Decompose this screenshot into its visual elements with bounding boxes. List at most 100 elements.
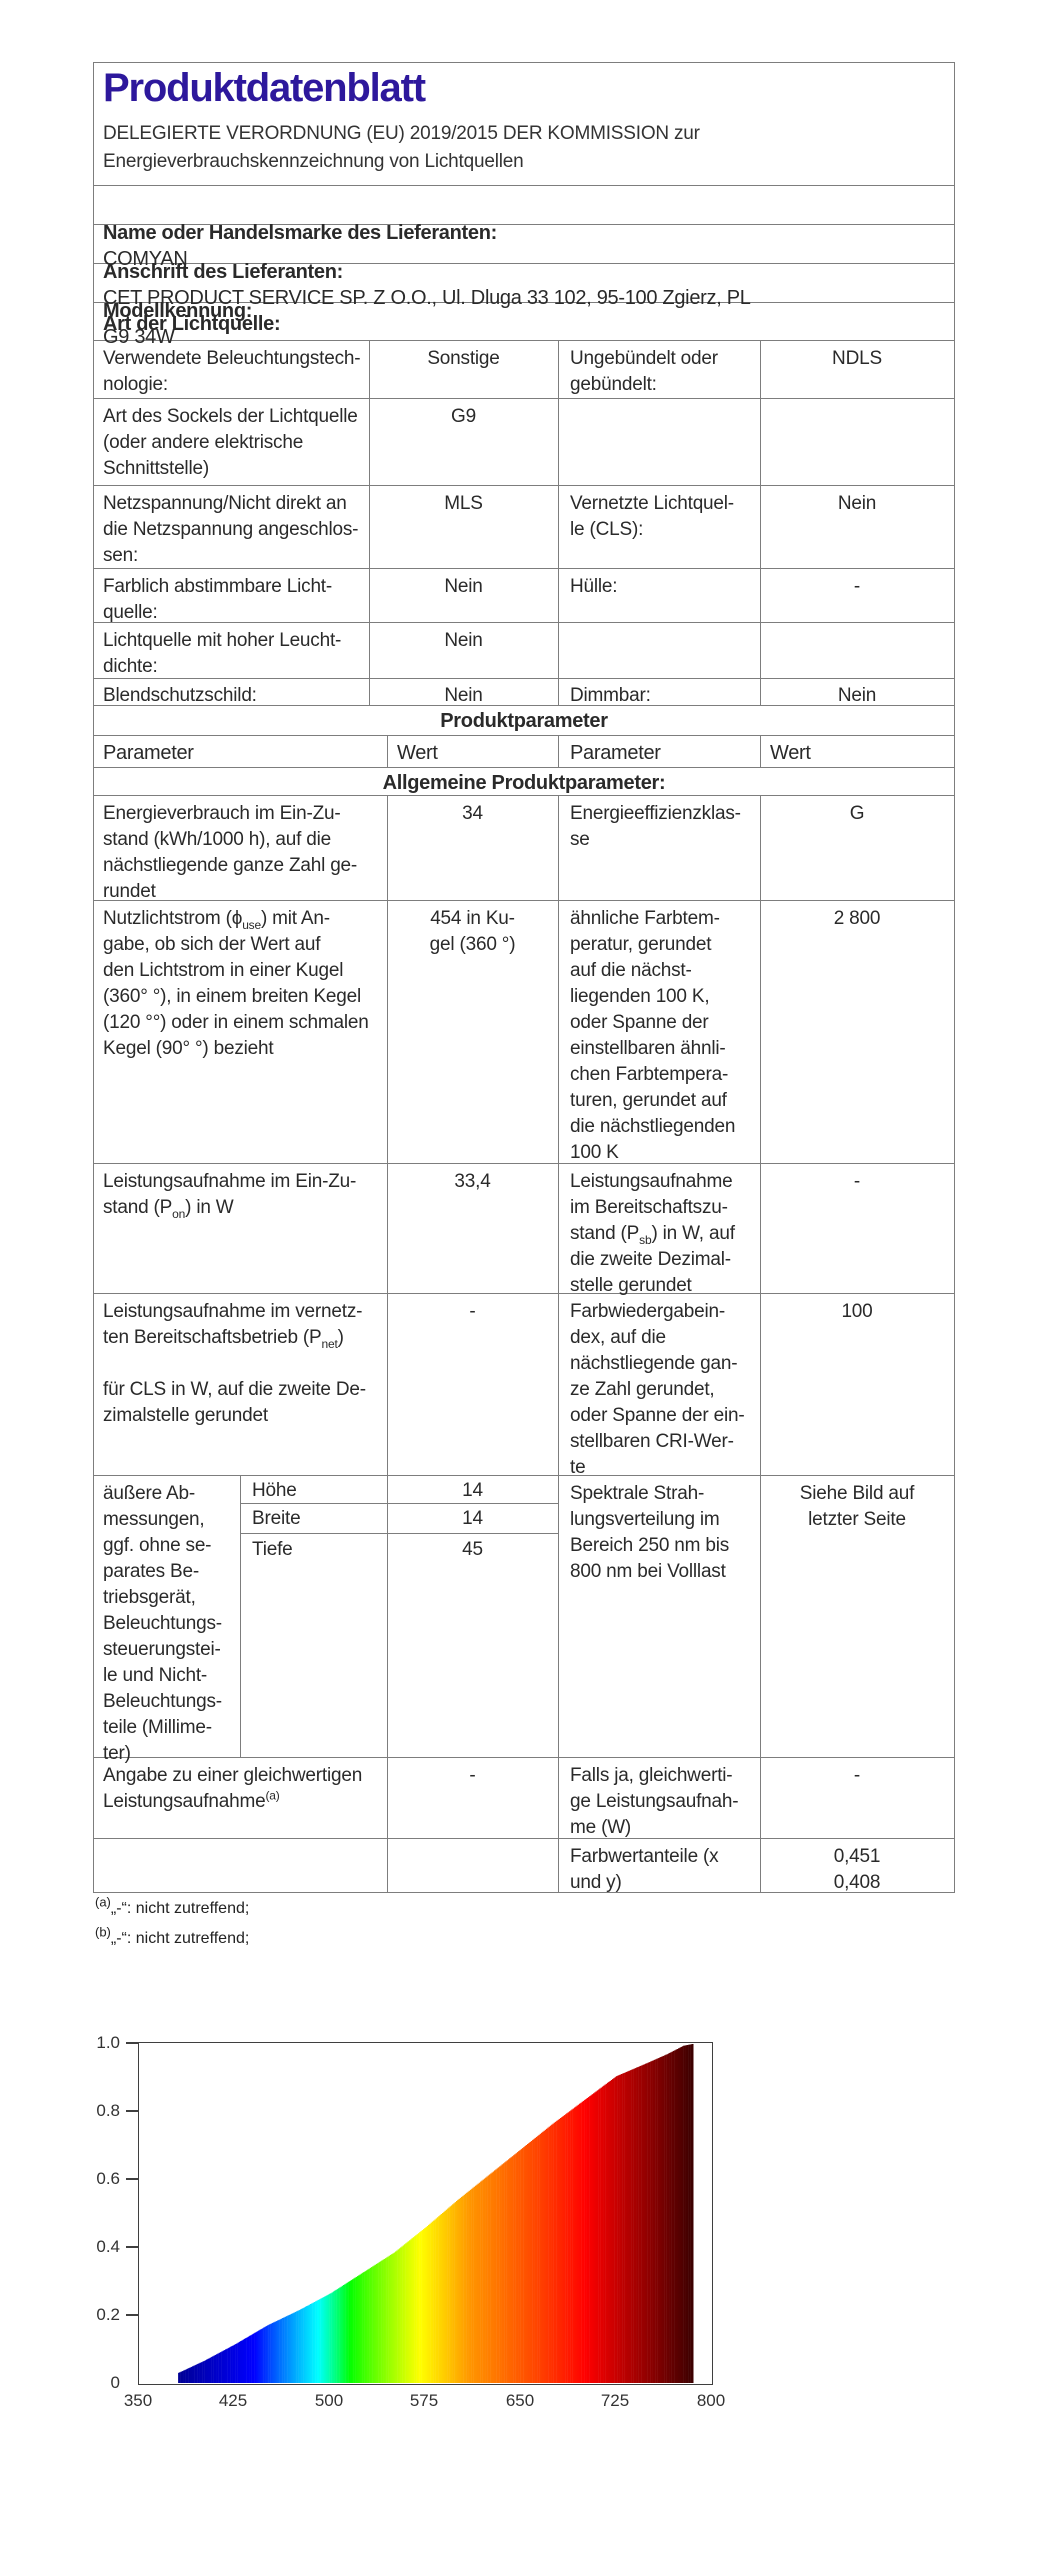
param-label: Ungebündelt oder gebündelt: [570,348,718,395]
regulation-subtitle: DELEGIERTE VERORDNUNG (EU) 2019/2015 DER… [103,123,700,172]
y-tick-label: 0.6 [96,2169,120,2188]
grid-line [93,1163,955,1164]
dimension-label: Tiefe [252,1539,293,1560]
grid-line [954,62,955,1893]
param-label: Vernetzte Lichtquel- le (CLS): [570,493,734,540]
param-label: Farblich abstimmbare Licht- quelle: [103,576,333,623]
y-tick-label: 1.0 [96,2033,120,2052]
type-section-label: Art der Lichtquelle: [103,313,281,335]
param-label: Energieeffizienzklas- se [570,803,741,850]
y-tick-label: 0.2 [96,2305,120,2324]
grid-line [93,302,955,303]
section-bar-allgemeine: Allgemeine Produktparameter: [382,772,666,794]
grid-line [93,485,955,486]
grid-line [93,735,955,736]
param-value: 0,451 0,408 [833,1846,881,1893]
grid-line [93,224,955,225]
grid-line [93,1892,955,1893]
y-tick-label: 0.8 [96,2101,120,2120]
column-header: Parameter [103,742,194,764]
supplier-name-row: Name oder Handelsmarke des Lieferanten: … [103,194,943,272]
param-value: Nein [837,493,877,514]
grid-line [387,795,388,1892]
grid-line [93,795,955,796]
param-label: Leistungsaufnahme im vernetz- ten Bereit… [103,1301,366,1426]
param-label: Nutzlichtstrom (ϕuse) mit An- gabe, ob s… [103,908,369,1059]
param-label: Spektrale Strah- lungsverteilung im Bere… [570,1483,730,1582]
x-tick-label: 800 [696,2391,726,2410]
param-value: Nein [444,685,483,706]
x-tick-label: 500 [314,2391,344,2410]
column-header: Wert [397,742,438,764]
grid-line [760,735,761,767]
dimension-label: Höhe [252,1480,297,1501]
param-value: 34 [462,803,483,824]
param-label: Farbwertanteile (x und y) [570,1846,719,1893]
grid-line [558,340,559,705]
x-tick-label: 650 [505,2391,535,2410]
param-value: 454 in Ku- gel (360 °) [429,908,516,955]
grid-line [93,900,955,901]
x-tick-label: 350 [123,2391,153,2410]
grid-line [760,340,761,705]
grid-line [93,1293,955,1294]
param-value: MLS [444,493,483,514]
column-header: Parameter [570,742,661,764]
section-bar-produktparameter: Produktparameter [440,710,608,732]
param-value: 33,4 [454,1171,491,1192]
grid-line [240,1475,241,1757]
param-value: Siehe Bild auf letzter Seite [799,1483,915,1530]
supplier-name-label: Name oder Handelsmarke des Lieferanten: [103,222,498,244]
param-value: Nein [444,630,483,651]
param-value: NDLS [832,348,882,369]
grid-line [93,1475,955,1476]
supplier-name-value: COMYAN [103,248,188,270]
grid-line [93,1838,955,1839]
param-value: Nein [444,576,483,597]
grid-line [93,622,955,623]
param-value: Sonstige [427,348,500,369]
param-label: ähnliche Farbtem- peratur, gerundet auf … [570,908,736,1163]
param-label: Falls ja, gleichwerti- ge Leistungsaufna… [570,1765,739,1838]
param-label: Hülle: [570,576,618,597]
grid-line [93,678,955,679]
param-value: Nein [837,685,877,706]
grid-line [93,62,94,1893]
param-label: Energieverbrauch im Ein-Zu- stand (kWh/1… [103,803,358,902]
model-id-row: Modellkennung: G9 34W [103,272,943,350]
param-label: äußere Ab- messungen, ggf. ohne se- para… [103,1483,222,1764]
param-label: Blendschutzschild: [103,685,257,706]
y-tick [126,2178,138,2180]
x-tick-label: 725 [600,2391,630,2410]
footnote: (b)„-“: nicht zutreffend; [95,1924,250,1947]
param-label: Angabe zu einer gleichwertigen Leistungs… [103,1765,363,1812]
param-value: - [469,1765,476,1786]
grid-line [93,398,955,399]
param-label: Verwendete Beleuchtungstech- nologie: [103,348,361,395]
dimension-value: 14 [462,1508,483,1529]
dimension-value: 45 [462,1539,483,1560]
param-value: - [853,576,861,597]
param-label: Farbwiedergabein- dex, auf die nächstlie… [570,1301,745,1478]
column-header: Wert [770,742,811,764]
spectrum-area [178,2044,694,2383]
grid-line [93,340,955,341]
param-label: Leistungsaufnahme im Bereitschaftszu- st… [570,1171,735,1296]
x-tick-label: 575 [409,2391,439,2410]
supplier-address-label: Anschrift des Lieferanten: [103,261,344,283]
y-tick [126,2314,138,2316]
grid-line [93,62,955,63]
grid-line [93,767,955,768]
param-value: 2 800 [833,908,881,929]
grid-line [93,263,955,264]
param-value: - [853,1171,861,1192]
supplier-address-value: CET PRODUCT SERVICE SP. Z O.O., Ul. Dlug… [103,287,751,309]
grid-line [558,795,559,1892]
y-tick [126,2246,138,2248]
spectral-distribution-chart [138,2042,713,2385]
y-tick-label: 0 [110,2373,120,2392]
grid-line [387,735,388,767]
x-tick-label: 425 [218,2391,248,2410]
grid-line [558,735,559,767]
param-label: Leistungsaufnahme im Ein-Zu- stand (Pon)… [103,1171,357,1221]
